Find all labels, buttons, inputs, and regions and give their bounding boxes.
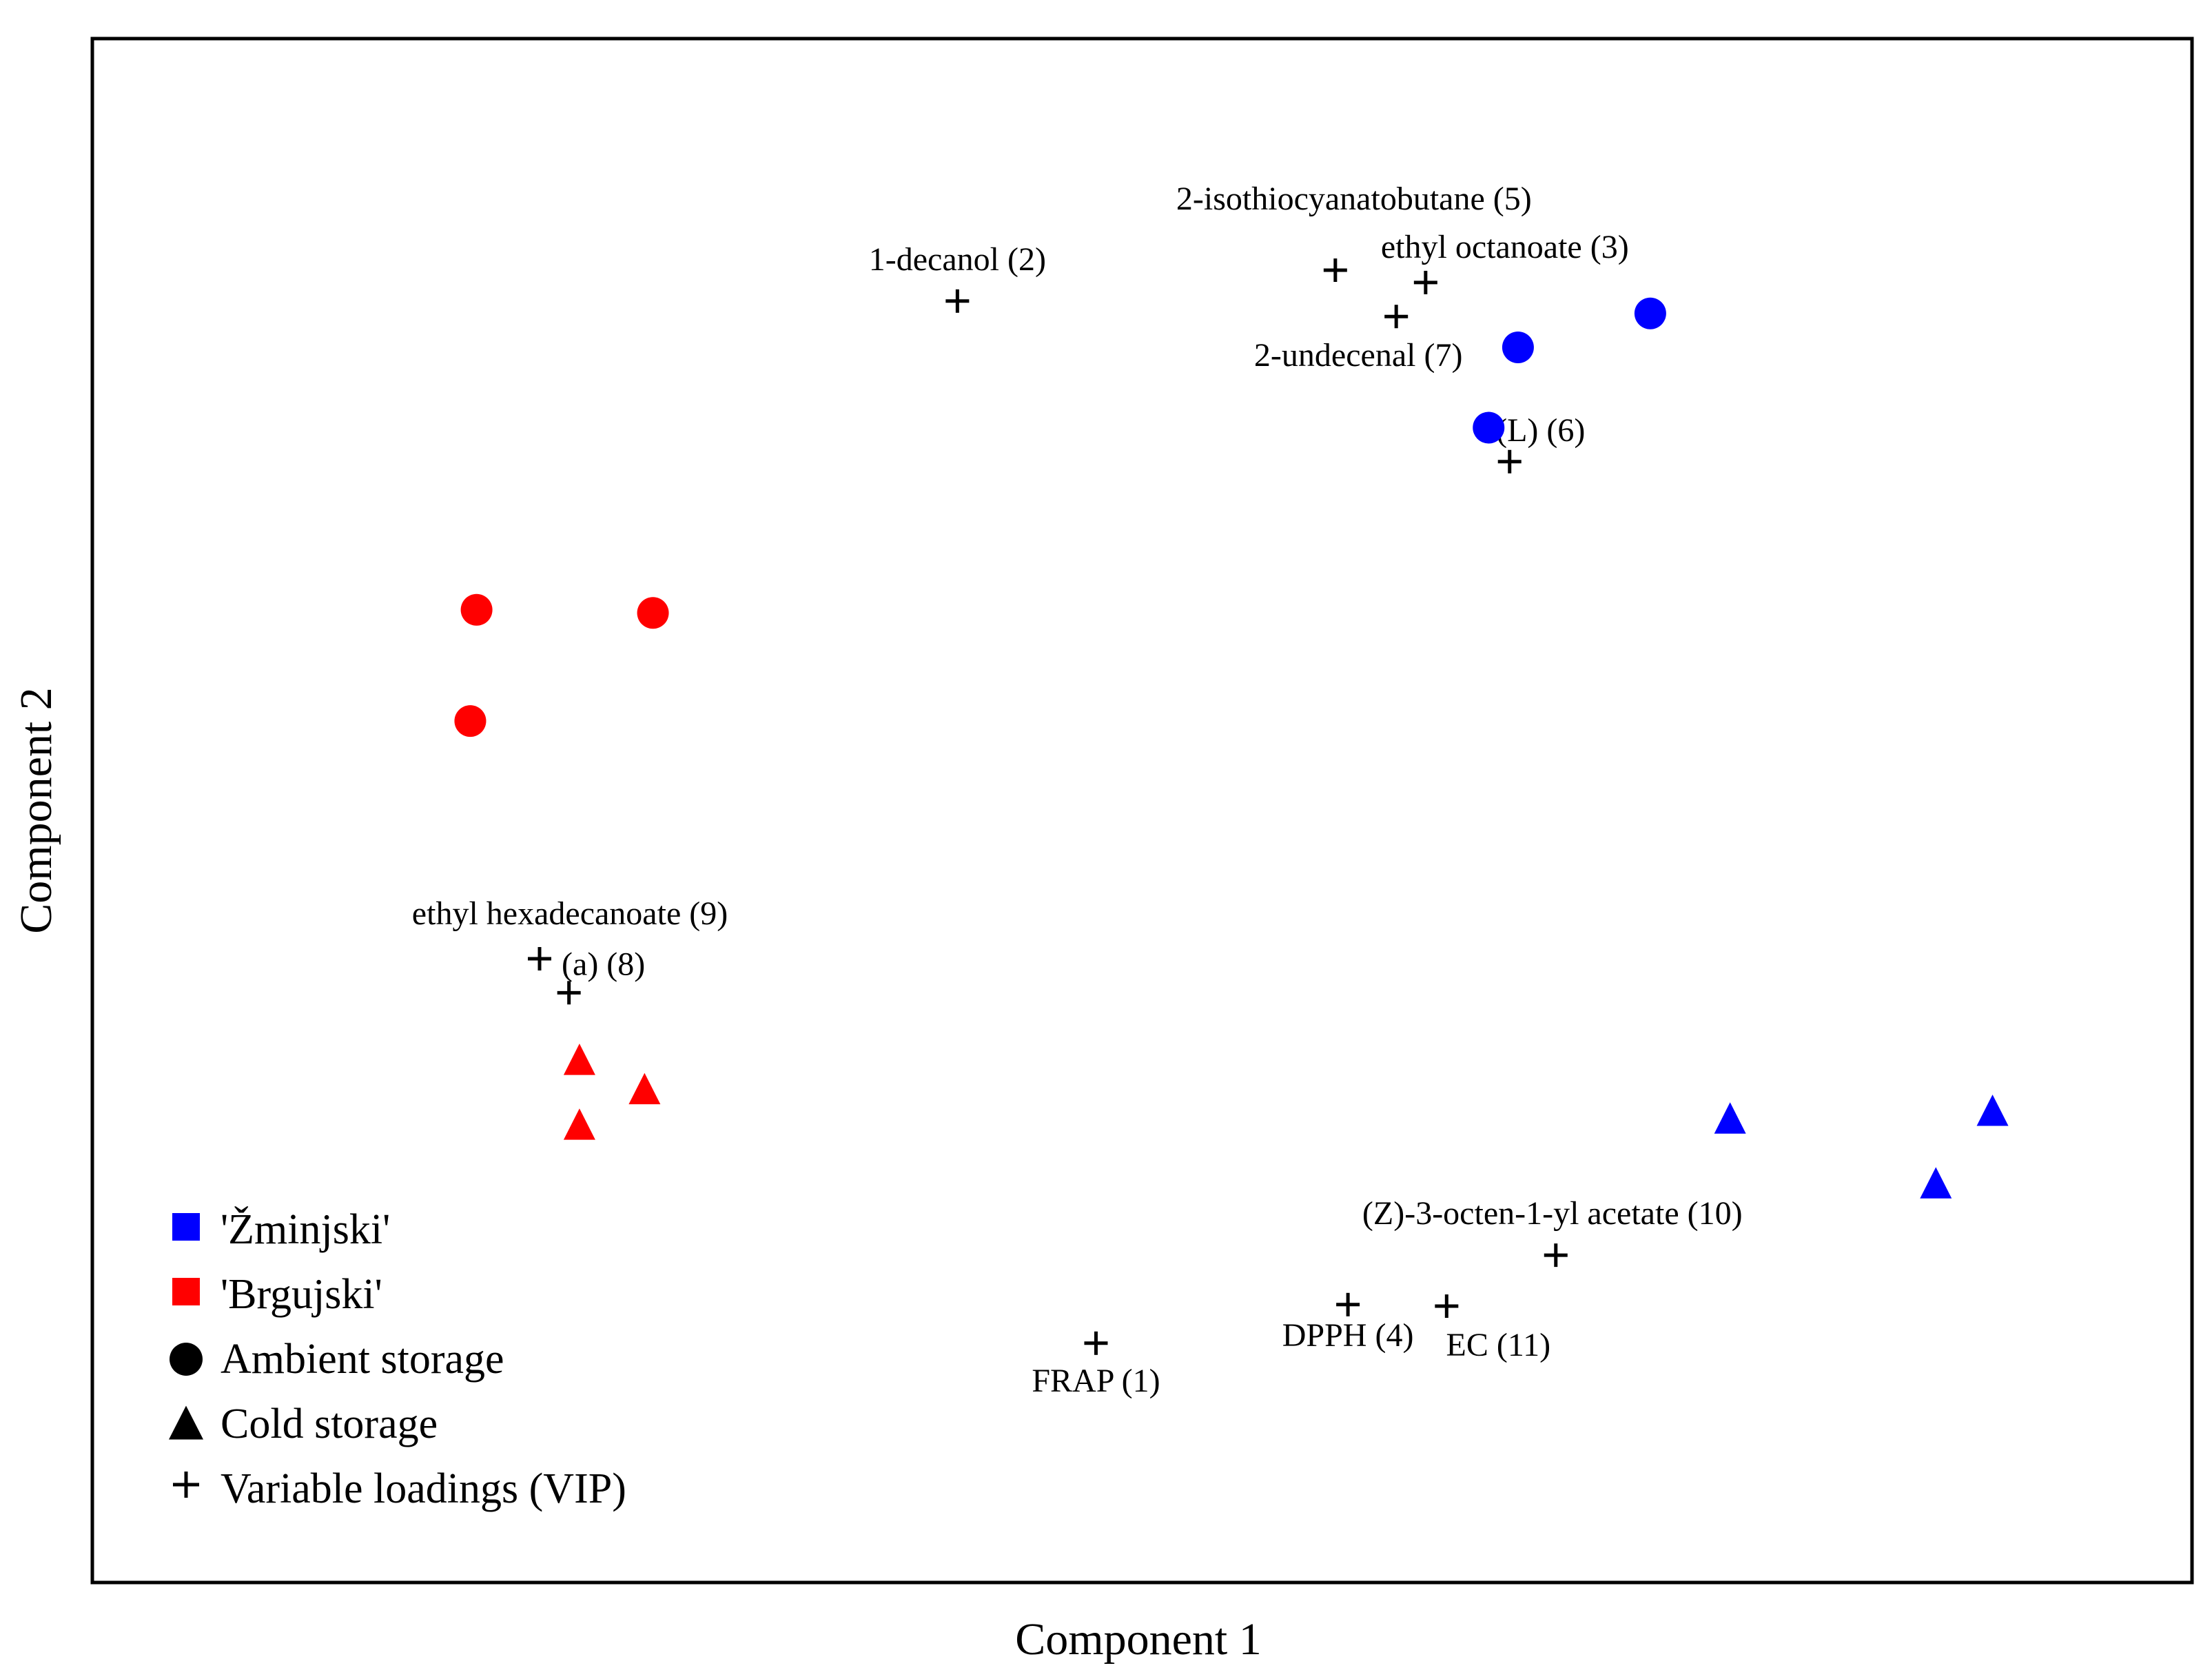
point-ambient-zminjski-2 [1502,332,1534,363]
loading-marker-8 [557,981,581,1005]
loading-label-8: (a) (8) [562,946,645,982]
loading-marker-6 [1497,449,1522,474]
legend: 'Žminjski' 'Brgujski' Ambient storage Cold … [169,1206,626,1512]
loading-label-3: ethyl octanoate (3) [1381,229,1629,265]
legend-circle-swatch [170,1343,203,1376]
point-cold-brgujski-3 [563,1108,595,1140]
loading-marker-11 [1435,1294,1459,1319]
point-cold-brgujski-1 [563,1044,595,1075]
loading-label-6: (L) (6) [1496,412,1585,449]
loading-label-7: 2-undecenal (7) [1254,337,1463,374]
loading-label-2: 1-decanol (2) [869,241,1046,278]
point-ambient-zminjski-3 [1473,411,1505,444]
point-cold-brgujski-2 [628,1072,661,1105]
loading-marker-9 [528,947,552,971]
loading-marker-7 [1384,305,1409,329]
legend-entry-3: Ambient storage [170,1336,504,1383]
loading-label-10: (Z)-3-octen-1-yl acetate (10) [1362,1195,1743,1232]
legend-label-3: Ambient storage [221,1336,504,1383]
point-ambient-zminjski-1 [1634,297,1666,329]
loading-marker-4 [1336,1292,1360,1316]
point-ambient-brgujski-3 [454,705,487,737]
legend-square-swatch [172,1213,200,1241]
legend-triangle-swatch [169,1405,203,1440]
point-cold-zminjski-1 [1714,1102,1746,1134]
legend-entry-1: 'Žminjski' [172,1206,390,1253]
loading-label-5: 2-isothiocyanatobutane (5) [1176,181,1532,217]
legend-label-1: 'Žminjski' [221,1206,390,1253]
plot-frame [90,37,2194,1585]
legend-entry-4: Cold storage [169,1401,438,1447]
point-ambient-brgujski-2 [637,597,669,629]
loading-label-11: EC (11) [1446,1327,1551,1363]
legend-label-2: 'Brgujski' [221,1271,382,1318]
x-axis-label: Component 1 [1015,1614,1262,1665]
loading-marker-5 [1323,258,1347,282]
legend-entry-5: Variable loadings (VIP) [173,1465,626,1512]
legend-label-4: Cold storage [221,1401,438,1447]
loading-label-9: ethyl hexadecanoate (9) [412,895,728,932]
legend-entry-2: 'Brgujski' [172,1271,382,1318]
point-cold-zminjski-3 [1920,1167,1952,1199]
legend-square-swatch [172,1278,200,1305]
loading-label-4: DPPH (4) [1282,1317,1414,1354]
variable-loadings-layer: FRAP (1) 1-decanol (2) ethyl octanoate (3)… [412,181,1743,1399]
point-ambient-brgujski-1 [460,593,493,626]
sample-points-layer [454,297,2009,1199]
loading-marker-10 [1544,1243,1568,1268]
loading-marker-2 [945,289,970,313]
y-axis-label: Component 2 [11,687,61,934]
legend-plus-swatch [173,1472,199,1498]
loading-marker-3 [1413,270,1437,294]
point-cold-zminjski-2 [1976,1095,2009,1126]
loading-label-1: FRAP (1) [1032,1363,1160,1399]
loading-marker-1 [1084,1331,1108,1355]
legend-label-5: Variable loadings (VIP) [221,1465,626,1512]
